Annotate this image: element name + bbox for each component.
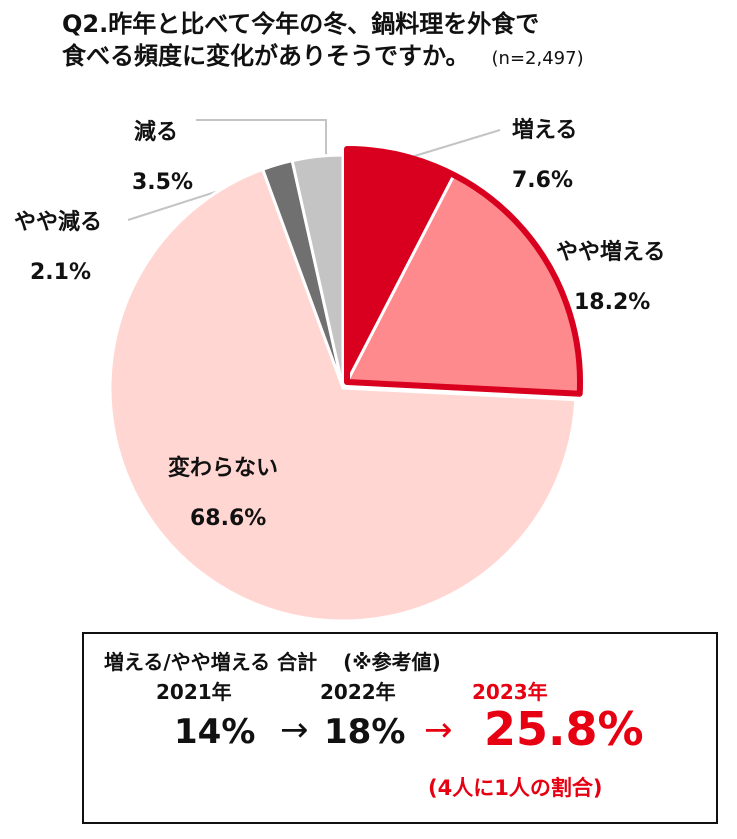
value-slight-increase: 18.2% [574,290,651,315]
value-2022: 18% [324,712,406,752]
label-decrease: 減る [134,120,179,145]
summary-note: (※参考値) [343,650,441,674]
value-decrease: 3.5% [132,170,194,195]
slice-decrease [290,153,345,389]
pie-chart [108,119,584,623]
ratio-note: (4人に1人の割合) [428,776,603,800]
label-no-change: 変わらない [168,456,279,481]
slice-no-change [108,167,578,623]
increase-highlight-outline [344,146,584,397]
arrow-icon-red: → [424,710,453,750]
value-2021: 14% [174,712,256,752]
leader-line-increase [407,129,501,159]
value-slight-decrease: 2.1% [30,260,92,285]
year-2022: 2022年 [320,680,396,704]
value-no-change: 68.6% [190,506,267,531]
label-increase: 増える [512,118,578,143]
label-slight-decrease: やや減る [14,210,103,235]
year-2023: 2023年 [472,680,548,704]
label-slight-increase: やや増える [556,240,666,265]
summary-box: 増える/やや増える 合計 (※参考値) 2021年 2022年 2023年 14%… [82,632,718,824]
chart-title-line1: Q2.昨年と比べて今年の冬、鍋料理を外食で [62,10,540,38]
chart-title-line2: 食べる頻度に変化がありそうですか。 (n=2,497) [62,40,584,75]
summary-heading-text: 増える/やや増える 合計 [104,650,318,674]
value-2023: 25.8% [484,702,644,756]
sample-size: (n=2,497) [491,48,584,69]
chart-title-line2-text: 食べる頻度に変化がありそうですか。 [62,42,470,70]
arrow-icon: → [280,710,309,750]
leader-line-decrease [196,119,327,159]
summary-heading: 増える/やや増える 合計 (※参考値) [104,646,441,675]
year-2021: 2021年 [156,680,232,704]
value-increase: 7.6% [512,168,574,193]
